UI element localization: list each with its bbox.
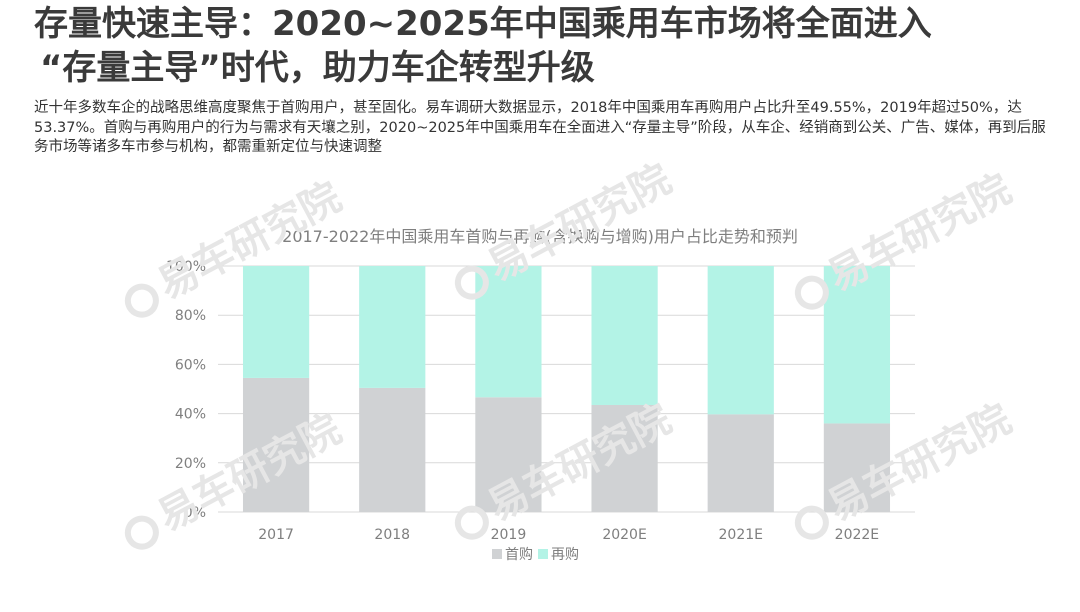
bars — [242, 266, 891, 512]
legend-swatch — [492, 549, 502, 559]
x-tick-label: 2017 — [258, 527, 294, 543]
y-tick-label: 0% — [184, 505, 206, 521]
x-tick-label: 2021E — [719, 527, 763, 543]
gridlines — [218, 265, 915, 513]
bar-repurchase-2019 — [475, 266, 542, 398]
bar-first-purchase-2021E — [707, 414, 774, 512]
page-title: 存量快速主导：2020~2025年中国乘用车市场将全面进入 “存量主导”时代，助… — [34, 2, 1064, 90]
bar-repurchase-2018 — [359, 266, 426, 388]
bar-first-purchase-2017 — [242, 377, 310, 512]
bar-repurchase-2021E — [707, 266, 774, 415]
bar-first-purchase-2018 — [359, 387, 426, 512]
bar-repurchase-2020E — [591, 266, 658, 405]
chart-title: 2017-2022年中国乘用车首购与再购(含换购与增购)用户占比走势和预判 — [282, 227, 798, 246]
intro-paragraph: 近十年多数车企的战略思维高度聚焦于首购用户，甚至固化。易车调研大数据显示，201… — [34, 100, 1046, 155]
legend-label: 再购 — [551, 547, 579, 563]
bar-repurchase-2017 — [242, 266, 310, 378]
bar-first-purchase-2019 — [475, 397, 542, 512]
chart-area: 2017-2022年中国乘用车首购与再购(含换购与增购)用户占比走势和预判 0%… — [0, 170, 1080, 608]
y-tick-label: 80% — [175, 308, 206, 324]
bar-first-purchase-2020E — [591, 404, 658, 512]
y-axis-ticks: 0% 20% 40% 60% 80% 100% — [166, 259, 206, 521]
legend-label: 首购 — [505, 547, 533, 563]
bar-first-purchase-2022E — [823, 423, 891, 512]
x-tick-label: 2020E — [602, 527, 646, 543]
page-title-line1: 存量快速主导：2020~2025年中国乘用车市场将全面进入 — [34, 4, 932, 44]
x-tick-label: 2022E — [835, 527, 879, 543]
bar-repurchase-2022E — [823, 266, 891, 424]
y-tick-label: 20% — [175, 456, 206, 472]
x-tick-label: 2019 — [491, 527, 527, 543]
legend: 首购 再购 — [492, 547, 579, 563]
stacked-bar-chart: 2017-2022年中国乘用车首购与再购(含换购与增购)用户占比走势和预判 0%… — [166, 227, 915, 563]
y-tick-label: 40% — [175, 407, 206, 423]
y-tick-label: 60% — [175, 357, 206, 373]
y-tick-label: 100% — [166, 259, 206, 275]
x-axis-ticks: 2017 2018 2019 2020E 2021E 2022E — [258, 527, 879, 543]
legend-swatch — [538, 549, 548, 559]
x-tick-label: 2018 — [374, 527, 410, 543]
page-title-line2: “存量主导”时代，助力车企转型升级 — [40, 48, 595, 88]
